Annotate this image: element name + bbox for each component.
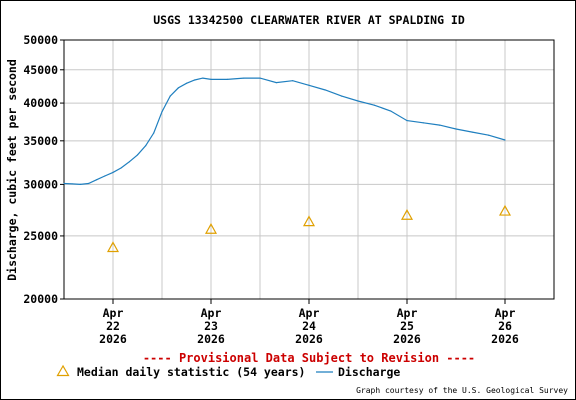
discharge-point xyxy=(341,95,343,97)
x-tick-year-label: 2026 xyxy=(197,332,225,346)
median-statistic-marker xyxy=(400,208,414,220)
discharge-point xyxy=(292,80,294,82)
chart-title: USGS 13342500 CLEARWATER RIVER AT SPALDI… xyxy=(153,13,465,27)
x-tick-year-label: 2026 xyxy=(491,332,519,346)
x-axis: Apr222026Apr232026Apr242026Apr252026Apr2… xyxy=(99,299,519,346)
discharge-point xyxy=(373,104,375,106)
discharge-point xyxy=(324,89,326,91)
discharge-point xyxy=(210,78,212,80)
discharge-point xyxy=(275,82,277,84)
x-tick-year-label: 2026 xyxy=(99,332,127,346)
discharge-point xyxy=(87,182,90,185)
x-tick-year-label: 2026 xyxy=(393,332,421,346)
provisional-notice: ---- Provisional Data Subject to Revisio… xyxy=(143,351,475,365)
series-group xyxy=(63,77,512,253)
y-tick-label: 40000 xyxy=(23,96,58,110)
discharge-point xyxy=(226,78,228,80)
discharge-point xyxy=(259,77,261,79)
discharge-point xyxy=(422,122,424,124)
median-statistic-marker xyxy=(106,241,120,253)
discharge-point xyxy=(63,182,65,185)
discharge-point xyxy=(357,100,359,102)
discharge-point xyxy=(455,128,457,130)
y-tick-label: 35000 xyxy=(23,134,58,148)
discharge-point xyxy=(308,84,310,86)
x-tick-month-label: Apr xyxy=(201,306,222,320)
discharge-line xyxy=(63,77,506,186)
x-tick-year-label: 2026 xyxy=(295,332,323,346)
median-statistic-marker xyxy=(498,204,512,216)
legend-discharge-label: Discharge xyxy=(338,365,400,379)
discharge-point xyxy=(406,119,408,122)
grid-lines xyxy=(64,39,554,300)
y-tick-label: 25000 xyxy=(23,229,58,243)
y-tick-label: 50000 xyxy=(23,33,58,47)
discharge-point xyxy=(153,132,155,134)
x-tick-day-label: 25 xyxy=(400,319,414,333)
discharge-point xyxy=(136,154,139,156)
legend-triangle-marker xyxy=(56,364,70,377)
median-statistic-marker xyxy=(302,215,316,227)
discharge-point xyxy=(177,87,179,89)
discharge-point xyxy=(390,110,392,112)
legend-median-label: Median daily statistic (54 years) xyxy=(77,365,305,379)
credit-text: Graph courtesy of the U.S. Geological Su… xyxy=(356,386,568,395)
x-tick-day-label: 24 xyxy=(302,319,316,333)
discharge-point xyxy=(120,167,122,169)
y-axis: 20000 25000 30000 35000 40000 45000 50000 xyxy=(23,33,64,306)
discharge-point xyxy=(145,145,147,147)
discharge-point xyxy=(104,175,106,177)
discharge-point xyxy=(504,139,506,141)
discharge-point xyxy=(194,79,196,81)
discharge-point xyxy=(161,111,163,113)
discharge-point xyxy=(128,161,130,163)
discharge-point xyxy=(112,171,114,173)
median-statistic-marker xyxy=(204,222,218,234)
discharge-point xyxy=(488,134,490,136)
discharge-point xyxy=(185,82,188,84)
y-tick-label: 30000 xyxy=(23,177,58,191)
x-tick-month-label: Apr xyxy=(103,306,124,320)
y-tick-label: 20000 xyxy=(23,292,58,306)
discharge-point xyxy=(471,131,473,133)
y-tick-label: 45000 xyxy=(23,63,58,77)
discharge-point xyxy=(202,77,204,79)
legend: Median daily statistic (54 years) Discha… xyxy=(56,364,400,379)
x-tick-day-label: 23 xyxy=(204,319,218,333)
discharge-point xyxy=(71,183,73,185)
x-tick-day-label: 26 xyxy=(498,319,512,333)
x-tick-month-label: Apr xyxy=(299,306,320,320)
x-tick-day-label: 22 xyxy=(106,319,120,333)
discharge-point xyxy=(96,179,98,181)
discharge-point xyxy=(439,124,441,126)
discharge-point xyxy=(169,95,171,97)
y-axis-label: Discharge, cubic feet per second xyxy=(5,59,19,281)
discharge-point xyxy=(79,183,81,185)
x-tick-month-label: Apr xyxy=(397,306,418,320)
discharge-point xyxy=(243,77,245,79)
x-tick-month-label: Apr xyxy=(495,306,516,320)
